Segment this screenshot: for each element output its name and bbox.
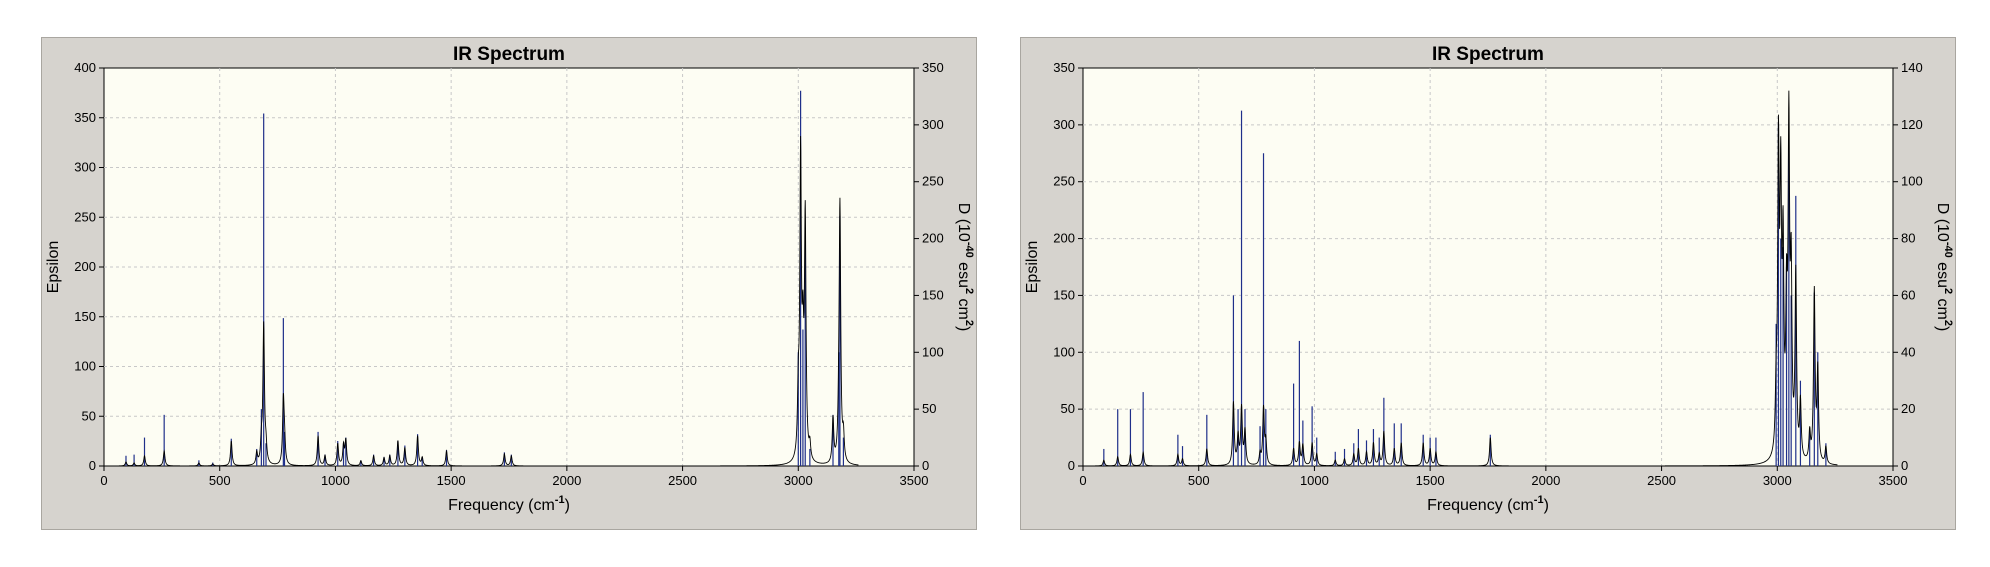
left-title: IR Spectrum xyxy=(453,44,565,65)
right-xtick-label: 2500 xyxy=(1647,473,1676,488)
right-xlabel: Frequency (cm-1) xyxy=(1427,494,1549,514)
right-xtick-label: 2000 xyxy=(1531,473,1560,488)
right-plot-area xyxy=(1082,67,1894,467)
right-ytick-label: 0 xyxy=(1068,458,1075,473)
left-xlabel: Frequency (cm-1) xyxy=(448,494,570,514)
right-y2tick-label: 120 xyxy=(1901,117,1923,132)
right-xtick-label: 0 xyxy=(1079,473,1086,488)
left-xtick-label: 2500 xyxy=(668,473,697,488)
right-y2tick-label: 20 xyxy=(1901,401,1915,416)
right-ytick-label: 350 xyxy=(1053,60,1075,75)
right-y2tick-label: 80 xyxy=(1901,231,1915,246)
left-ytick-label: 100 xyxy=(74,359,96,374)
left-y2label: D (10-40 esu2 cm2) xyxy=(955,203,975,332)
left-ytick-label: 250 xyxy=(74,209,96,224)
left-ytick-label: 400 xyxy=(74,60,96,75)
right-y2tick-label: 100 xyxy=(1901,174,1923,189)
right-xtick-label: 3000 xyxy=(1763,473,1792,488)
right-y2tick-label: 140 xyxy=(1901,60,1923,75)
left-y2tick-label: 100 xyxy=(922,344,944,359)
right-y2label: D (10-40 esu2 cm2) xyxy=(1934,203,1954,332)
left-xtick-label: 3500 xyxy=(900,473,929,488)
right-ytick-label: 250 xyxy=(1053,174,1075,189)
right-ytick-label: 300 xyxy=(1053,117,1075,132)
left-xtick-label: 2000 xyxy=(552,473,581,488)
left-xtick-label: 500 xyxy=(209,473,231,488)
left-spectrum-line xyxy=(110,135,859,467)
left-y2tick-label: 300 xyxy=(922,117,944,132)
right-xtick-label: 500 xyxy=(1188,473,1210,488)
left-xtick-label: 3000 xyxy=(784,473,813,488)
right-xtick-label: 1000 xyxy=(1300,473,1329,488)
right-xtick-label: 3500 xyxy=(1879,473,1908,488)
left-ytick-label: 150 xyxy=(74,309,96,324)
right-title: IR Spectrum xyxy=(1432,44,1544,65)
right-y2tick-label: 0 xyxy=(1901,458,1908,473)
left-y2tick-label: 0 xyxy=(922,458,929,473)
left-y2tick-label: 200 xyxy=(922,231,944,246)
left-ytick-label: 200 xyxy=(74,259,96,274)
right-grid xyxy=(1083,68,1893,466)
left-ytick-label: 350 xyxy=(74,110,96,125)
left-xtick-label: 1500 xyxy=(437,473,466,488)
left-y2tick-label: 250 xyxy=(922,174,944,189)
left-ytick-label: 0 xyxy=(89,458,96,473)
left-y2tick-label: 50 xyxy=(922,401,936,416)
left-ytick-label: 50 xyxy=(82,408,96,423)
left-ylabel: Epsilon xyxy=(45,241,62,293)
right-y2tick-label: 60 xyxy=(1901,287,1915,302)
ir-spectrum-chart-left: IR Spectrum 0 500 1000 1500 2000 2500 3000 3500 0… xyxy=(41,37,977,530)
right-ylabel: Epsilon xyxy=(1024,241,1041,293)
right-xtick-label: 1500 xyxy=(1416,473,1445,488)
left-y2tick-label: 350 xyxy=(922,60,944,75)
left-xtick-label: 0 xyxy=(100,473,107,488)
ir-spectrum-chart-right: IR Spectrum 0 500 1000 1500 2000 2500 3000 3500 0… xyxy=(1020,37,1956,530)
left-y2tick-label: 150 xyxy=(922,287,944,302)
left-xtick-label: 1000 xyxy=(321,473,350,488)
left-ytick-label: 300 xyxy=(74,160,96,175)
right-spectrum-line xyxy=(1089,90,1838,467)
right-y2tick-label: 40 xyxy=(1901,344,1915,359)
right-ytick-label: 150 xyxy=(1053,287,1075,302)
right-ytick-label: 100 xyxy=(1053,344,1075,359)
right-ytick-label: 50 xyxy=(1061,401,1075,416)
right-ytick-label: 200 xyxy=(1053,231,1075,246)
